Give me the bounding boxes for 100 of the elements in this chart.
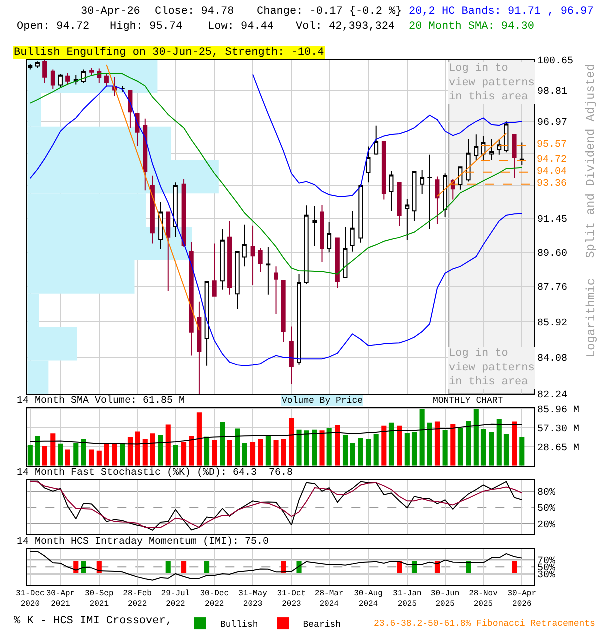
candlestick	[312, 206, 318, 246]
x-tick-label: 30-Apr 2026	[508, 589, 537, 609]
x-tick-label: 31-Oct 2023	[277, 589, 306, 609]
y-tick-label: 85.96 M	[538, 405, 580, 416]
y-tick-label: 98.81	[538, 87, 568, 98]
candlestick	[320, 204, 324, 263]
candlestick	[335, 238, 340, 289]
y-tick-label: 84.08	[538, 354, 568, 366]
y-tick-label: 30%	[538, 570, 556, 582]
text: Close: 94.78	[155, 6, 234, 18]
y-tick-label: 91.45	[538, 215, 568, 226]
bar	[388, 422, 394, 466]
x-tick-label: 28-Feb 2022	[123, 589, 152, 609]
candlestick	[304, 205, 309, 285]
y-tick-label: 50%	[538, 504, 556, 516]
bar	[96, 450, 102, 466]
candlestick	[490, 138, 494, 161]
bar	[397, 426, 402, 466]
bar	[374, 434, 379, 466]
annotation: 94.04	[537, 167, 568, 178]
bar	[89, 450, 94, 466]
candlestick	[520, 142, 524, 166]
candlestick	[466, 138, 471, 182]
bar	[304, 430, 310, 466]
bar	[196, 412, 202, 466]
candlestick	[90, 68, 94, 76]
chart-title: 14 Month Fast Stochastic (%K) (%D): 64.3 76.8	[17, 467, 294, 479]
bar	[58, 444, 64, 466]
candlestick	[66, 72, 70, 86]
candlestick	[382, 141, 386, 200]
y-tick-label: 82.24	[538, 390, 568, 402]
y-tick-label: 80%	[538, 488, 556, 499]
y-tick-label: 100.65	[538, 56, 574, 68]
candlestick	[443, 173, 448, 218]
bar	[489, 432, 494, 466]
legend-title: % K - HCS IMI Crossover,	[14, 615, 172, 628]
bar	[466, 421, 472, 466]
bar	[81, 439, 86, 466]
candlestick	[504, 121, 509, 154]
bar	[458, 428, 464, 466]
bar	[182, 442, 187, 466]
candlestick	[220, 228, 225, 290]
x-tick-label: 31-May 2023	[238, 589, 268, 609]
text: 23.6-38.2-50-61.8% Fibonacci Retracements	[374, 619, 596, 629]
candlestick	[289, 326, 294, 385]
bar	[220, 422, 226, 466]
candlestick	[281, 280, 286, 343]
candlestick	[297, 274, 302, 366]
candlestick	[50, 69, 56, 90]
line-series	[30, 551, 523, 581]
y-tick-label: 28.65 M	[538, 443, 580, 454]
bar	[474, 409, 479, 466]
bar	[204, 436, 210, 466]
text: Change: -0.17 {-0.2 %}	[257, 6, 402, 18]
line-series	[30, 424, 523, 445]
candlestick	[258, 248, 263, 273]
bar	[442, 430, 448, 466]
bar	[520, 437, 525, 466]
bar	[266, 435, 271, 466]
legend-label: Bullish	[220, 620, 258, 630]
y-tick-label: 96.97	[538, 118, 568, 130]
candlestick	[274, 266, 279, 315]
candlestick	[204, 281, 210, 366]
bar	[496, 419, 502, 466]
bar	[74, 443, 79, 466]
annotation: 95.57	[537, 140, 568, 151]
bar	[412, 432, 418, 466]
candlestick	[374, 125, 379, 156]
text: Open: 94.72	[17, 21, 90, 33]
candlestick	[42, 60, 48, 84]
annotation: Log in to view patterns in this area	[449, 348, 535, 389]
x-tick-label: 31-Jan 2025	[393, 589, 422, 609]
candlestick	[458, 166, 463, 190]
x-tick-label: 30-Sep 2021	[84, 589, 114, 609]
bar	[142, 439, 148, 466]
bar	[242, 443, 248, 466]
candlestick	[481, 136, 486, 162]
bar	[50, 434, 56, 466]
candlestick	[358, 184, 364, 244]
bar	[120, 443, 126, 466]
x-tick-label: 28-Mar 2024	[314, 589, 344, 609]
bar	[480, 430, 486, 466]
candlestick	[212, 243, 217, 298]
bar	[335, 425, 340, 466]
legend-label: Bearish	[303, 620, 342, 630]
text: High: 95.74	[110, 21, 184, 33]
candlestick	[420, 170, 425, 195]
annotation: 94.72	[537, 155, 568, 166]
y-tick-label: 87.76	[538, 283, 568, 294]
candlestick	[428, 154, 432, 230]
y-tick-label: 20%	[538, 520, 556, 532]
candlestick	[173, 182, 178, 238]
bar	[326, 428, 332, 466]
bar	[289, 418, 294, 466]
annotation: 93.36	[537, 179, 568, 190]
bar	[28, 444, 33, 466]
candlestick	[327, 222, 332, 254]
y-tick-label: 85.92	[538, 318, 568, 330]
bar	[189, 436, 194, 466]
bar	[320, 430, 325, 466]
